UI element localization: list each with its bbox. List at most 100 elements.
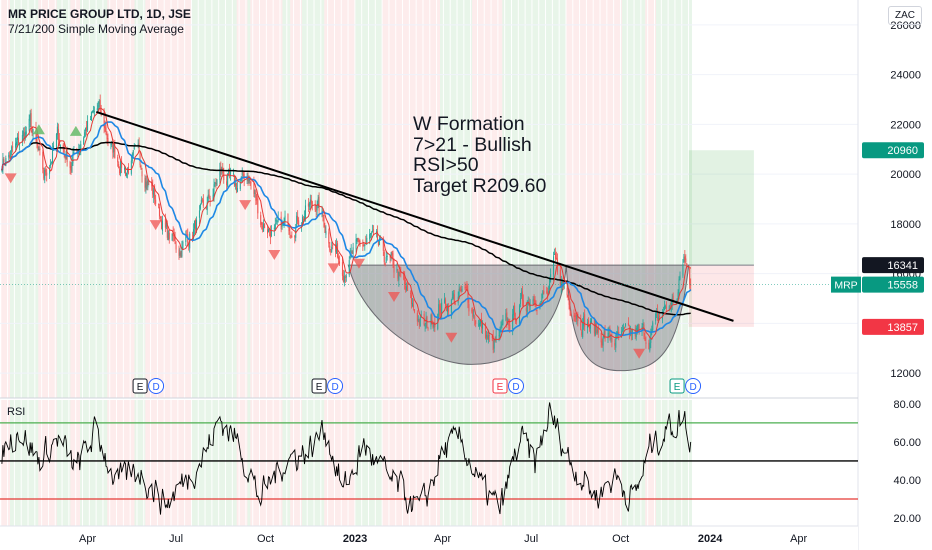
chart-title[interactable]: MR PRICE GROUP LTD, 1D, JSE: [8, 7, 191, 21]
candle-body: [672, 295, 674, 303]
price-axis[interactable]: 1200014000160001800020000220002400026000: [857, 0, 932, 550]
price-tick-label: 12000: [890, 368, 921, 380]
bg-band: [216, 0, 219, 398]
dividend-marker[interactable]: [327, 378, 344, 394]
rsi-panel-label[interactable]: RSI: [7, 406, 26, 418]
indicator-legend[interactable]: 7/21/200 Simple Moving Average: [8, 22, 184, 36]
rsi-bg-band: [52, 400, 55, 548]
candle-body: [485, 334, 487, 338]
sell-signal-marker: [445, 332, 458, 343]
dividend-marker[interactable]: [685, 378, 702, 394]
candle-body: [690, 284, 692, 286]
candle-body: [98, 101, 100, 105]
earnings-marker[interactable]: [669, 378, 685, 394]
bg-band: [652, 0, 655, 398]
price-tick-label: 20000: [890, 169, 921, 181]
candle-body: [628, 327, 630, 334]
candle-body: [51, 161, 53, 163]
candle-body: [267, 228, 269, 233]
candle-body: [562, 280, 564, 286]
candle-body: [484, 322, 486, 338]
candle-body: [132, 150, 134, 156]
candle-body: [410, 292, 412, 294]
bg-band: [73, 0, 76, 398]
candle-body: [269, 229, 271, 239]
candle-body: [261, 222, 263, 225]
candle-body: [492, 335, 494, 350]
currency-button[interactable]: ZAC: [888, 6, 922, 25]
long-position-tool[interactable]: [688, 150, 754, 327]
candle-body: [433, 323, 435, 328]
candle-body: [649, 342, 651, 351]
candle-body: [329, 245, 331, 251]
bg-band: [311, 0, 314, 398]
rsi-bg-band: [229, 400, 232, 548]
candle-body: [420, 314, 422, 317]
candle-body: [595, 323, 597, 333]
candle-body: [636, 327, 638, 331]
candle-body: [9, 156, 11, 158]
bg-band: [386, 0, 389, 398]
bg-band: [134, 0, 137, 398]
dividend-marker[interactable]: [148, 378, 165, 394]
candle-body: [11, 146, 13, 152]
candle-body: [563, 286, 565, 288]
rsi-bg-band: [413, 400, 416, 548]
dividend-marker-label: D: [331, 382, 338, 393]
candle-body: [357, 237, 359, 240]
candle-body: [80, 144, 82, 150]
candle-body: [103, 109, 105, 128]
dividend-marker[interactable]: [508, 378, 525, 394]
candle-body: [93, 110, 95, 112]
bg-band: [549, 0, 552, 398]
rsi-bg-band: [618, 400, 620, 548]
rsi-bg-band: [543, 400, 546, 548]
rsi-bg-band: [250, 400, 253, 548]
candle-body: [59, 144, 61, 148]
candle-body: [174, 235, 176, 244]
candle-body: [505, 313, 507, 321]
candle-body: [270, 230, 272, 236]
candle-body: [610, 338, 612, 340]
candle-body: [10, 150, 12, 159]
candlestick-series: [1, 94, 692, 354]
earnings-marker[interactable]: [132, 378, 148, 394]
rsi-bg-band: [359, 400, 362, 548]
bg-band: [420, 0, 423, 398]
candle-body: [488, 335, 490, 337]
candle-body: [202, 199, 204, 206]
candle-body: [603, 332, 605, 338]
candle-body: [49, 167, 51, 174]
candle-body: [480, 319, 482, 324]
rsi-bg-band: [345, 400, 348, 548]
bg-band: [427, 0, 430, 398]
candle-body: [249, 178, 251, 182]
candle-body: [637, 324, 639, 331]
ticker-label-box: [831, 276, 861, 293]
candle-body: [324, 226, 326, 233]
candle-body: [220, 167, 222, 172]
candle-body: [363, 244, 365, 246]
candle-body: [332, 244, 334, 247]
candle-body: [323, 215, 325, 227]
rsi-bg-band: [529, 400, 532, 548]
candle-body: [615, 336, 617, 348]
earnings-marker[interactable]: [492, 378, 508, 394]
text-annotation[interactable]: W Formation 7>21 - Bullish RSI>50 Target…: [413, 114, 546, 196]
candle-body: [308, 203, 310, 207]
earnings-marker[interactable]: [311, 378, 327, 394]
candle-body: [479, 322, 481, 327]
candle-body: [198, 210, 200, 218]
bg-band: [25, 0, 28, 398]
candle-body: [621, 331, 623, 336]
candle-body: [561, 280, 563, 284]
rsi-bg-band: [549, 400, 552, 548]
descending-trendline[interactable]: [95, 110, 734, 322]
time-axis[interactable]: Apr Jul Oct 2023 Apr Jul Oct 2024 Apr: [0, 525, 858, 550]
target-zone[interactable]: [688, 150, 754, 266]
rsi-axis[interactable]: 20.00 40.00 60.00 80.00: [893, 399, 921, 525]
candle-body: [657, 310, 659, 320]
candle-body: [500, 325, 502, 328]
candle-body: [209, 198, 211, 202]
